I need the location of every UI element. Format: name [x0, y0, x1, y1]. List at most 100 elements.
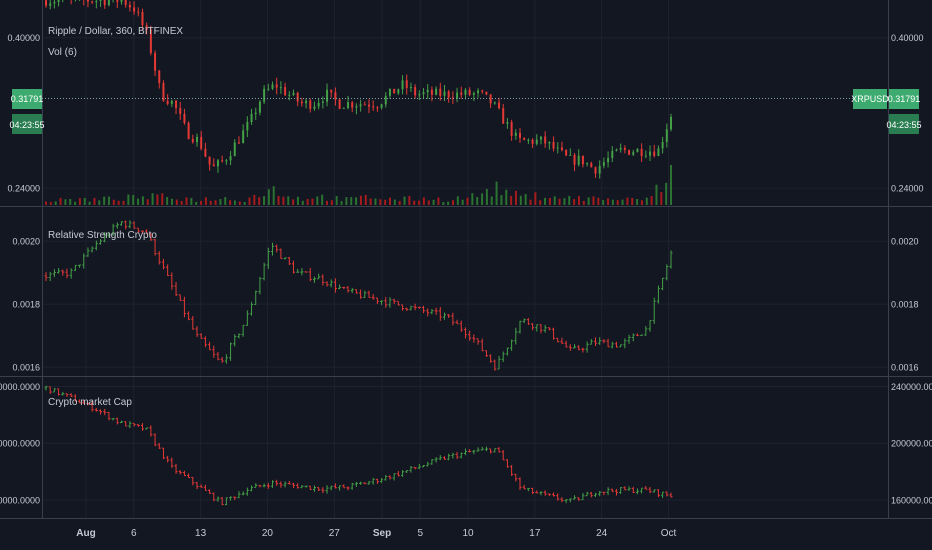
volume-bar	[93, 197, 96, 205]
candle-body	[535, 139, 538, 144]
bar-mark	[153, 238, 157, 256]
bar-mark	[49, 0, 52, 10]
volume-bar	[611, 199, 614, 205]
bar-mark	[161, 258, 165, 270]
bar-mark	[350, 287, 354, 293]
bar-mark	[52, 388, 56, 393]
bar-mark	[288, 91, 291, 101]
bar-mark	[73, 394, 77, 402]
bar-mark	[196, 133, 199, 147]
mcap-pane-title[interactable]: Crypto market Cap	[48, 397, 132, 408]
candle-body	[405, 80, 408, 89]
bar-mark	[435, 86, 438, 96]
right-price-tag-value: 0.31791	[888, 94, 921, 104]
bar-mark	[434, 307, 438, 315]
candle-body	[493, 102, 496, 104]
candle-body	[284, 87, 287, 96]
bar-mark	[94, 407, 98, 412]
bar-mark	[401, 75, 404, 95]
price-candles[interactable]	[45, 0, 672, 179]
bar-mark	[271, 242, 275, 256]
rs-pane-title[interactable]: Relative Strength Crypto	[48, 230, 157, 241]
bar-mark	[90, 246, 94, 253]
candle-body	[233, 142, 236, 157]
bar-mark	[182, 470, 186, 477]
bar-mark	[203, 336, 207, 348]
candle-body	[376, 107, 379, 109]
bar-mark	[468, 87, 471, 97]
volume-bar	[132, 194, 135, 205]
bar-mark	[510, 119, 513, 141]
bar-mark	[573, 344, 577, 349]
volume-bar	[485, 189, 488, 205]
bar-mark	[342, 484, 346, 489]
volume-bar	[112, 199, 115, 205]
bar-mark	[330, 89, 333, 98]
bar-mark	[380, 103, 383, 110]
y-tick-label-right: 0.0020	[891, 237, 919, 247]
candle-body	[305, 100, 308, 104]
bar-mark	[442, 456, 446, 460]
right-countdown-tag: 04:23:55	[886, 114, 922, 134]
bar-mark	[107, 411, 111, 421]
bar-mark	[154, 50, 157, 77]
volume-bar	[466, 197, 469, 205]
volume-bar	[311, 198, 314, 205]
candle-body	[560, 147, 563, 151]
relative-strength-bars[interactable]	[44, 220, 673, 371]
volume-bar	[563, 198, 566, 205]
bar-mark	[455, 319, 459, 325]
volume-bar	[185, 197, 188, 205]
bar-mark	[501, 351, 505, 362]
bar-mark	[325, 485, 329, 494]
bar-mark	[241, 324, 245, 337]
time-axis-labels[interactable]: Aug 6 13 20 27 Sep 5 10 17 24 Oct	[76, 528, 676, 539]
candle-body	[263, 88, 266, 102]
volume-bar	[74, 201, 77, 205]
market-cap-bars[interactable]	[44, 385, 673, 506]
chart-title[interactable]: Ripple / Dollar, 360, BITFINEX	[48, 26, 183, 37]
bar-mark	[623, 486, 627, 491]
candle-body	[342, 107, 345, 109]
bar-mark	[388, 88, 391, 99]
candle-body	[565, 150, 568, 156]
bar-mark	[275, 479, 279, 486]
candle-body	[116, 0, 119, 2]
bar-mark	[115, 417, 119, 425]
volume-bar	[243, 201, 246, 205]
y-tick-label-left: 200000.0000	[0, 439, 40, 449]
candle-body	[594, 167, 597, 174]
volume-bar	[534, 192, 537, 205]
bar-mark	[279, 481, 283, 488]
candle-body	[133, 7, 136, 12]
bar-mark	[531, 487, 535, 495]
bar-mark	[136, 227, 140, 234]
y-tick-label-left: 160000.0000	[0, 495, 40, 505]
bar-mark	[480, 338, 484, 352]
volume-bar	[306, 199, 309, 205]
bar-mark	[187, 311, 191, 321]
volume-legend[interactable]: Vol (6)	[48, 47, 77, 58]
bar-mark	[632, 149, 635, 157]
volume-bar	[437, 197, 440, 205]
bar-mark	[178, 294, 182, 301]
bar-mark	[581, 347, 585, 353]
volume-bar	[330, 200, 333, 205]
candle-body	[460, 92, 463, 95]
bar-mark	[291, 482, 295, 489]
bar-mark	[86, 402, 90, 406]
bar-mark	[73, 264, 77, 272]
volume-bar	[350, 197, 353, 205]
bar-mark	[543, 324, 547, 333]
bar-mark	[170, 272, 174, 290]
bar-mark	[182, 296, 186, 318]
candle-body	[187, 122, 190, 139]
bar-mark	[45, 0, 47, 8]
bar-mark	[140, 230, 144, 234]
volume-bar	[117, 200, 120, 205]
bar-mark	[262, 483, 266, 488]
bar-mark	[325, 281, 329, 287]
bar-mark	[396, 471, 400, 477]
bar-mark	[48, 271, 52, 282]
